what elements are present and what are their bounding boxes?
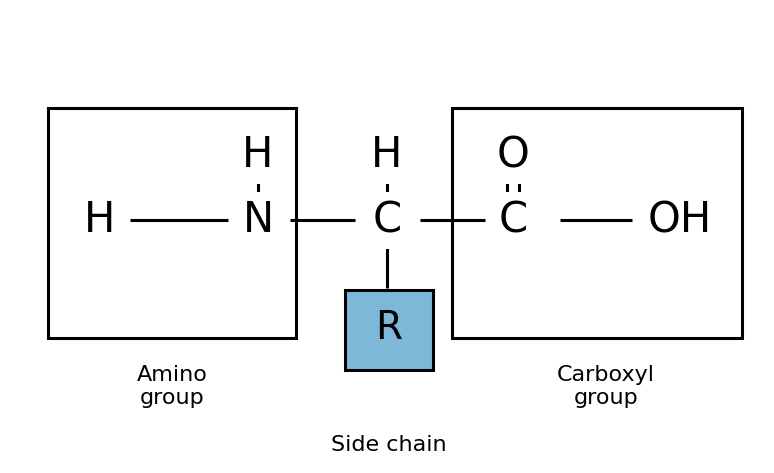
Text: H: H xyxy=(242,134,274,176)
Text: Carboxyl
group: Carboxyl group xyxy=(557,365,655,408)
Bar xyxy=(48,108,296,338)
Text: N: N xyxy=(242,199,273,241)
Text: Amino
group: Amino group xyxy=(136,365,207,408)
Bar xyxy=(345,290,433,370)
Text: OH: OH xyxy=(648,199,712,241)
Bar xyxy=(452,108,742,338)
Text: C: C xyxy=(372,199,402,241)
Text: H: H xyxy=(84,199,115,241)
Text: O: O xyxy=(497,134,529,176)
Text: Side chain: Side chain xyxy=(331,435,447,455)
Text: H: H xyxy=(372,134,402,176)
Text: C: C xyxy=(498,199,528,241)
Text: R: R xyxy=(375,309,402,347)
